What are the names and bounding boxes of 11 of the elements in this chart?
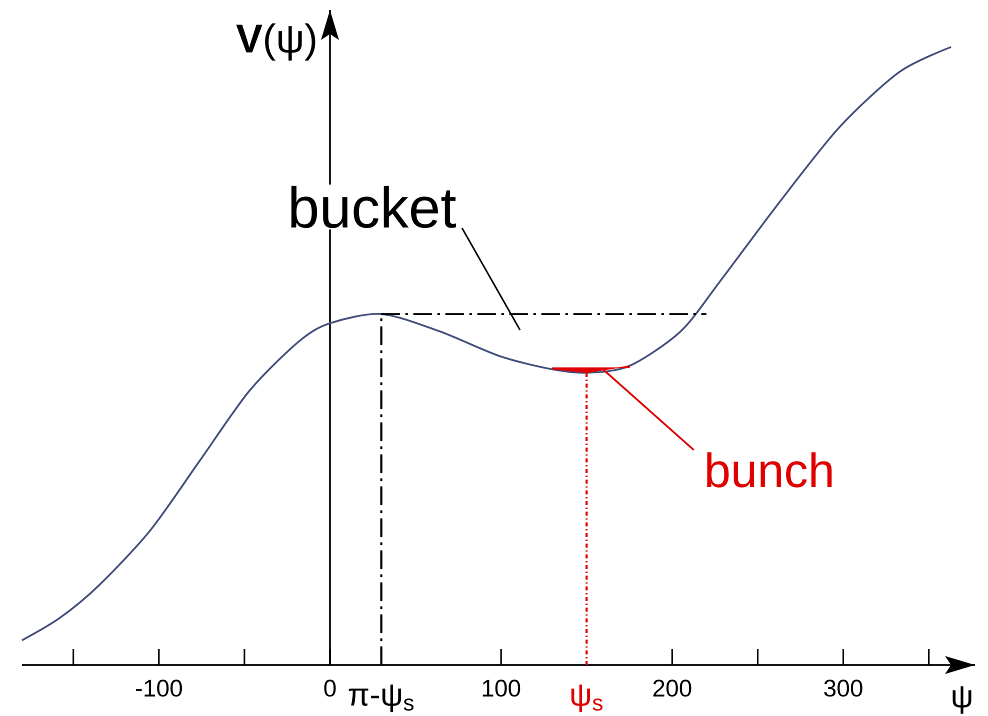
y-axis-title: V(ψ) [236, 23, 316, 61]
x-axis-title: ψ [952, 686, 972, 714]
ref-line-label: π-ψ$_{s}$ [348, 684, 414, 712]
x-tick-label: -100 [136, 680, 182, 697]
x-tick-label: 100 [482, 680, 520, 697]
x-tick-label: 0 [324, 680, 336, 697]
ref-line-label: ψ$_{s}$ [571, 684, 602, 712]
annotation: bucket [291, 186, 456, 228]
x-tick-label: 200 [653, 680, 692, 697]
text: bunch [707, 452, 832, 488]
x-tick-label: 300 [824, 680, 862, 697]
